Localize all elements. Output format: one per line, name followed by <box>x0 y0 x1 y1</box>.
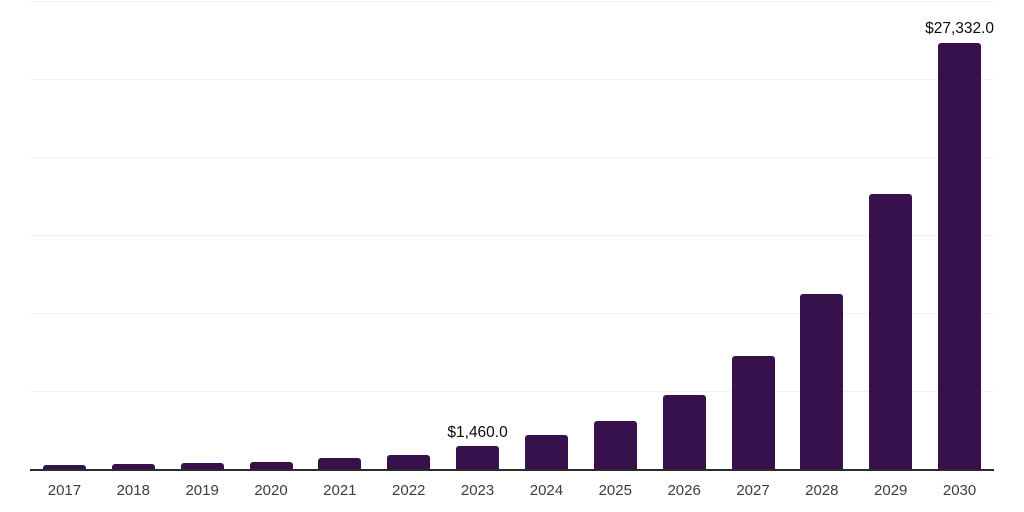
x-tick-label-2026: 2026 <box>667 482 701 499</box>
bar-2024 <box>524 435 568 469</box>
bar-2022 <box>387 454 431 469</box>
plot-area: $1,460.0 $27,332.0 2017 2018 2019 2020 2021 20… <box>30 1 995 498</box>
bar-2021 <box>318 458 362 469</box>
x-tick-label-2029: 2029 <box>874 482 908 499</box>
bar-2029 <box>869 194 913 469</box>
data-label-2030: $27,332.0 <box>925 20 995 38</box>
x-tick-label-2024: 2024 <box>529 482 564 499</box>
bar-2018 <box>111 464 155 469</box>
bar-2019 <box>180 463 224 469</box>
x-tick-label-2023: 2023 <box>460 482 495 499</box>
x-tick-label-2019: 2019 <box>185 482 219 499</box>
gridline <box>30 235 994 236</box>
bar-2023 <box>456 446 500 469</box>
bar-2025 <box>593 420 637 469</box>
gridline <box>30 157 994 158</box>
gridline <box>30 79 994 80</box>
bar-2020 <box>249 461 293 469</box>
x-axis-line <box>30 469 994 471</box>
x-tick-label-2020: 2020 <box>254 482 288 499</box>
bar-2026 <box>662 394 706 469</box>
x-tick-label-2018: 2018 <box>116 482 150 499</box>
bar-2030 <box>938 42 982 469</box>
x-tick-label-2027: 2027 <box>736 482 770 499</box>
x-tick-label-2017: 2017 <box>47 482 82 499</box>
x-tick-label-2030: 2030 <box>942 482 977 499</box>
bar-2027 <box>731 355 775 469</box>
data-label-2023: $1,460.0 <box>447 423 508 441</box>
x-tick-label-2021: 2021 <box>323 482 357 499</box>
x-tick-label-2022: 2022 <box>392 482 426 499</box>
bar-2017 <box>42 465 86 469</box>
gridline <box>30 1 994 2</box>
x-tick-label-2028: 2028 <box>805 482 839 499</box>
x-tick-label-2025: 2025 <box>598 482 632 499</box>
gridline <box>30 391 994 392</box>
gridline <box>30 313 994 314</box>
bar-2028 <box>800 294 844 469</box>
